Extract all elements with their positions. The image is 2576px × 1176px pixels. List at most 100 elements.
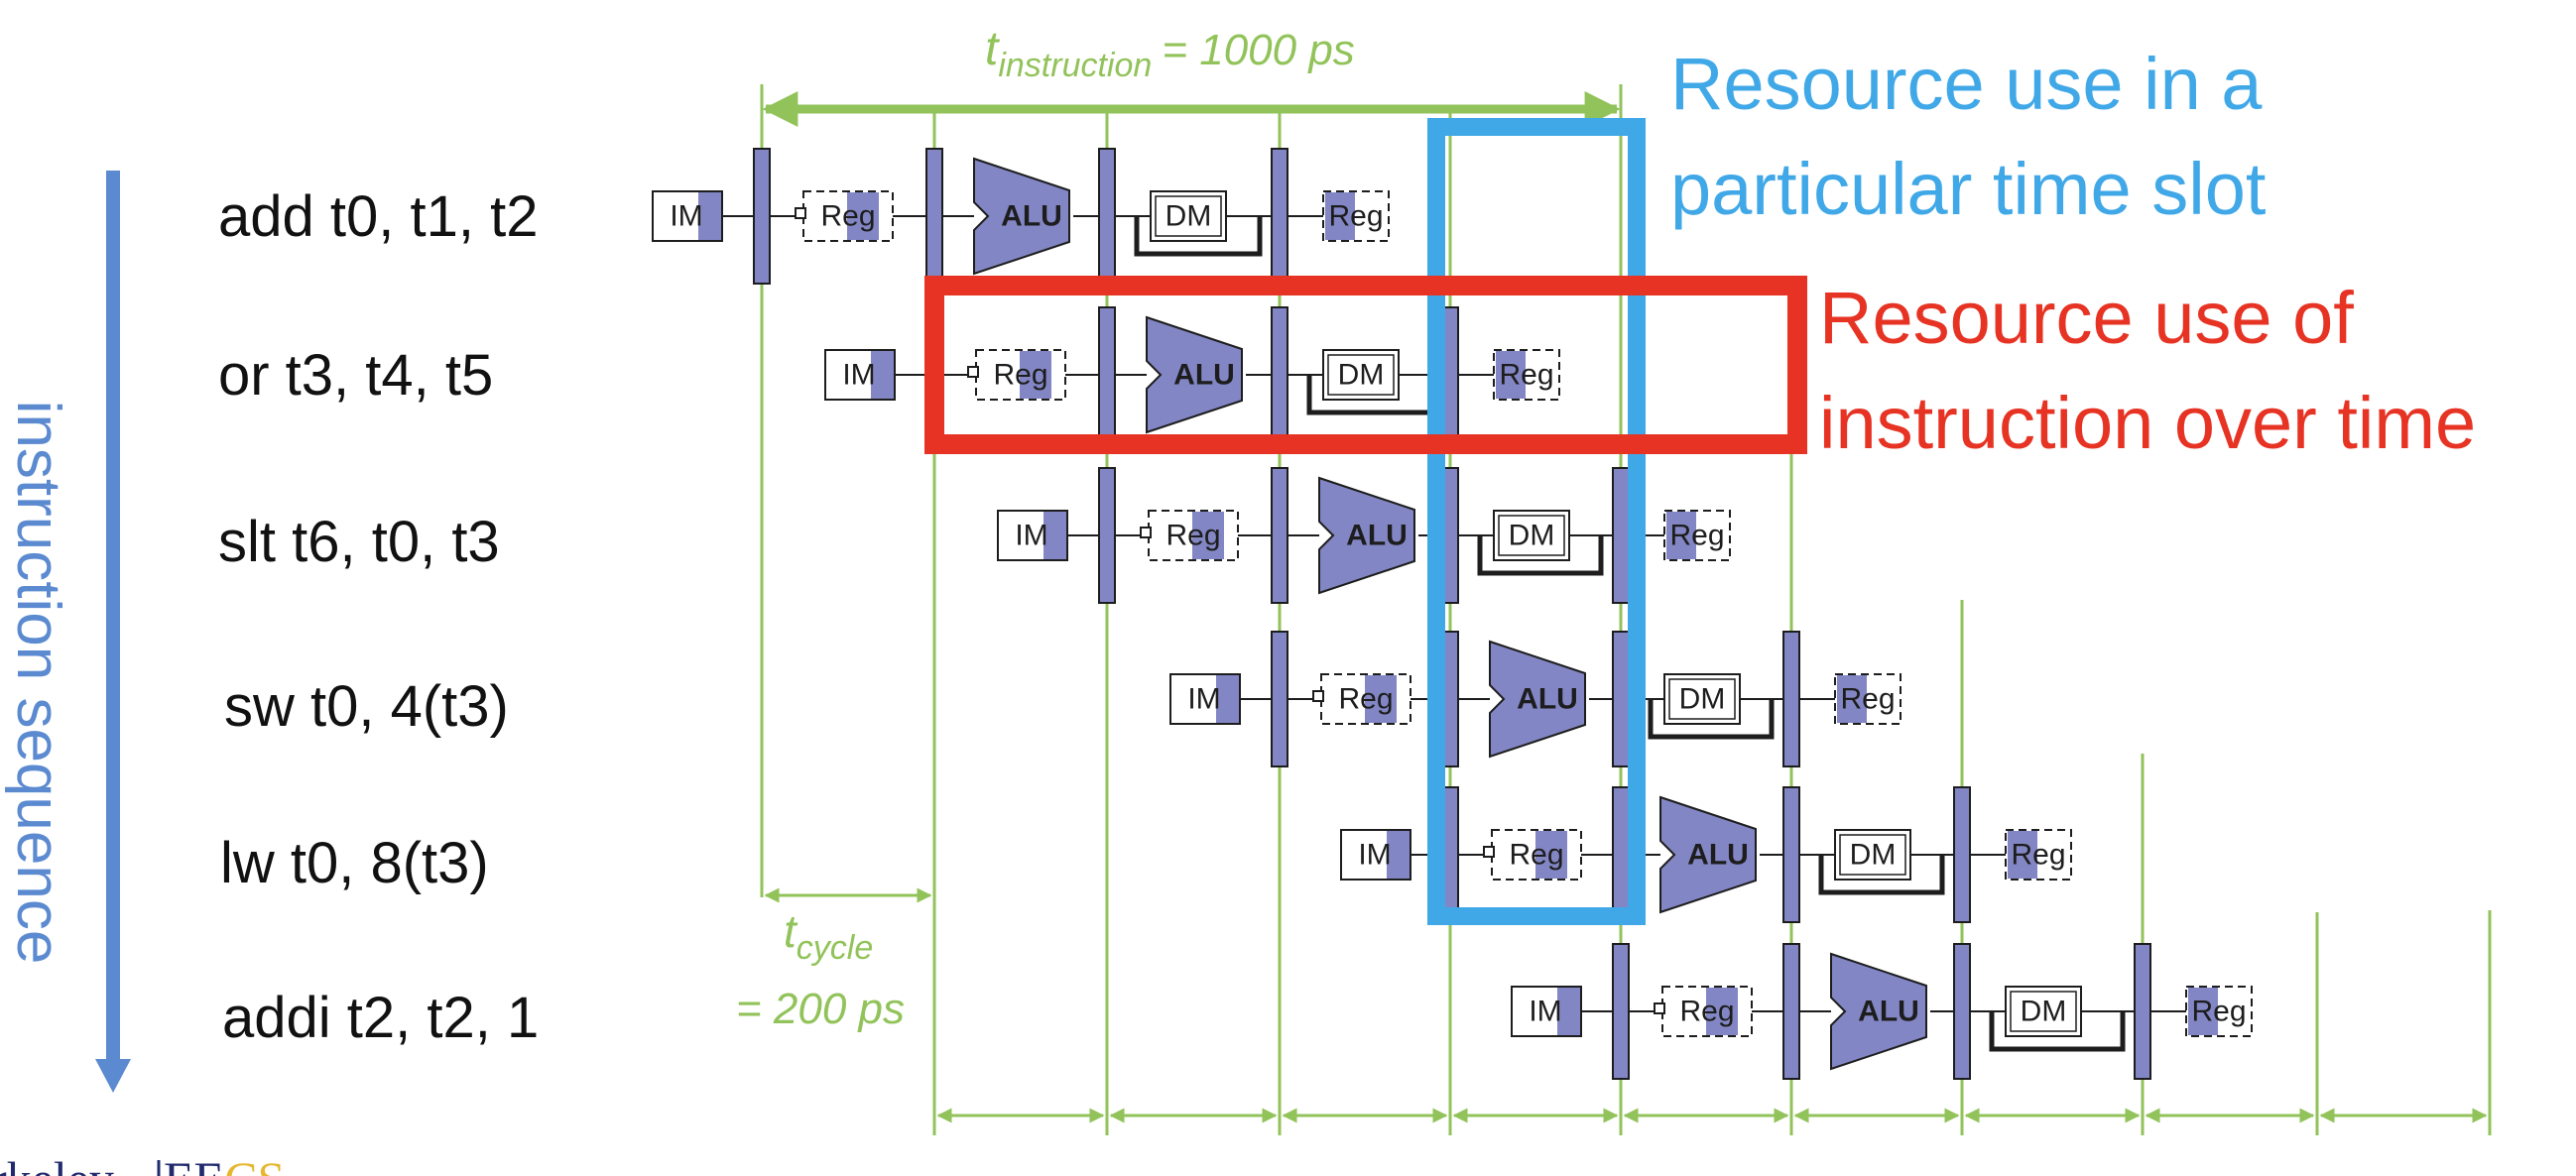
pipeline-register — [1271, 467, 1288, 604]
reg-write-shade — [1496, 351, 1526, 399]
alu-label: ALU — [1001, 200, 1062, 233]
reg-read-shade — [1020, 351, 1051, 399]
pipeline-register — [1612, 467, 1630, 604]
dm-bypass-wire — [1134, 216, 1263, 257]
dm-block — [1834, 829, 1911, 881]
reg-port — [1312, 690, 1324, 702]
t-cycle-value: = 200 ps — [736, 985, 905, 1033]
time-slot-callout: Resource use in a particular time slot — [1670, 43, 2267, 230]
dm-label: DM — [1679, 683, 1726, 716]
pipeline-register — [1782, 943, 1800, 1080]
pipeline-register — [1271, 631, 1288, 767]
dm-inner — [1155, 195, 1222, 237]
pipeline-register — [1953, 786, 1971, 923]
reg-write-shade — [2008, 831, 2037, 879]
logo-eecs-text: EECS — [164, 1151, 285, 1176]
reg-write-label: Reg — [1328, 200, 1383, 233]
reg-port — [1483, 846, 1495, 858]
alu-block — [1489, 640, 1586, 759]
sequence-arrow-head — [95, 1059, 131, 1093]
reg-write-shade — [1325, 192, 1355, 240]
pipeline-register — [2134, 943, 2151, 1080]
im-shade — [1216, 675, 1239, 723]
instruction-list: add t0, t1, t2 or t3, t4, t5 slt t6, t0,… — [218, 184, 539, 1050]
dm-block — [1150, 190, 1227, 242]
pipeline-register — [1953, 943, 1971, 1080]
im-label: IM — [1529, 996, 1561, 1028]
instruction-callout: Resource use of instruction over time — [1819, 277, 2476, 464]
pipeline-register — [925, 148, 943, 285]
dm-inner — [1839, 834, 1906, 876]
reg-read-label: Reg — [1679, 996, 1734, 1028]
reg-read-label: Reg — [1509, 839, 1563, 872]
reg-read-shade — [1535, 831, 1567, 879]
reg-write-label: Reg — [2191, 996, 2246, 1028]
dm-bypass-wire — [1648, 699, 1775, 740]
im-shade — [871, 351, 894, 399]
time-slot-highlight — [1427, 118, 1646, 925]
pipeline-register — [1612, 786, 1630, 923]
im-label: IM — [1358, 839, 1391, 872]
alu-block — [1830, 952, 1927, 1071]
alu-label: ALU — [1346, 520, 1408, 552]
time-slot-callout-line1: Resource use in a — [1670, 43, 2263, 125]
t-instruction-annotation: tinstruction = 1000 ps — [762, 23, 1621, 127]
alu-block — [1146, 315, 1243, 434]
reg-write-label: Reg — [1499, 359, 1553, 392]
instruction-callout-line1: Resource use of — [1819, 277, 2354, 359]
reg-port — [795, 207, 806, 219]
alu-label: ALU — [1517, 683, 1578, 716]
dm-inner — [1327, 354, 1395, 396]
berkeley-eecs-logo: rkeley EECS — [0, 1151, 285, 1176]
dm-block — [1322, 349, 1400, 401]
pipeline-register — [1612, 943, 1630, 1080]
t-instruction-subscript: instruction — [998, 47, 1152, 84]
pipeline-register — [1271, 306, 1288, 443]
logo-berkeley-text: rkeley — [0, 1151, 114, 1176]
im-shade — [1387, 831, 1410, 879]
reg-port — [1654, 1002, 1665, 1014]
pipeline-register — [753, 148, 771, 285]
dm-inner — [1668, 678, 1736, 720]
instruction-lw: lw t0, 8(t3) — [220, 831, 489, 895]
pipeline-register — [1271, 148, 1288, 285]
logo-cs: CS — [224, 1151, 285, 1176]
pipeline-register — [1098, 306, 1116, 443]
alu-block — [1659, 795, 1757, 914]
dm-label: DM — [1165, 200, 1212, 233]
reg-write-label: Reg — [1669, 520, 1724, 552]
reg-write-shade — [2188, 988, 2218, 1035]
pipeline-register — [1098, 148, 1116, 285]
time-slot-callout-line2: particular time slot — [1670, 148, 2267, 230]
dm-block — [2005, 986, 2082, 1037]
instruction-slt: slt t6, t0, t3 — [218, 510, 500, 574]
pipeline-register — [1782, 786, 1800, 923]
t-cycle-annotation: tcycle = 200 ps — [736, 887, 932, 1033]
reg-read-label: Reg — [1165, 520, 1220, 552]
alu-block — [973, 157, 1070, 276]
dm-bypass-wire — [1477, 535, 1604, 576]
t-instruction-symbol: t — [985, 23, 1000, 75]
reg-write-shade — [1666, 512, 1696, 559]
dm-label: DM — [1850, 839, 1897, 872]
reg-read-shade — [1192, 512, 1224, 559]
dm-inner — [1498, 515, 1565, 556]
reg-write-shade — [1837, 675, 1867, 723]
reg-write-label: Reg — [1840, 683, 1895, 716]
reg-read-label: Reg — [820, 200, 875, 233]
alu-label: ALU — [1173, 359, 1235, 392]
dm-block — [1663, 673, 1741, 725]
pipeline-row-sw: IM Reg ALU DM Reg — [1169, 631, 1901, 767]
dm-bypass-wire — [1989, 1011, 2126, 1052]
alu-label: ALU — [1687, 839, 1749, 872]
t-cycle-symbol: t — [784, 905, 798, 957]
dm-label: DM — [2021, 996, 2067, 1028]
t-cycle-label: tcycle — [784, 905, 873, 967]
instruction-addi: addi t2, t2, 1 — [222, 986, 539, 1050]
reg-read-shade — [1365, 675, 1397, 723]
dm-inner — [2010, 991, 2077, 1032]
pipeline-row-lw: IM Reg ALU DM Reg — [1340, 786, 2072, 923]
im-label: IM — [670, 200, 702, 233]
